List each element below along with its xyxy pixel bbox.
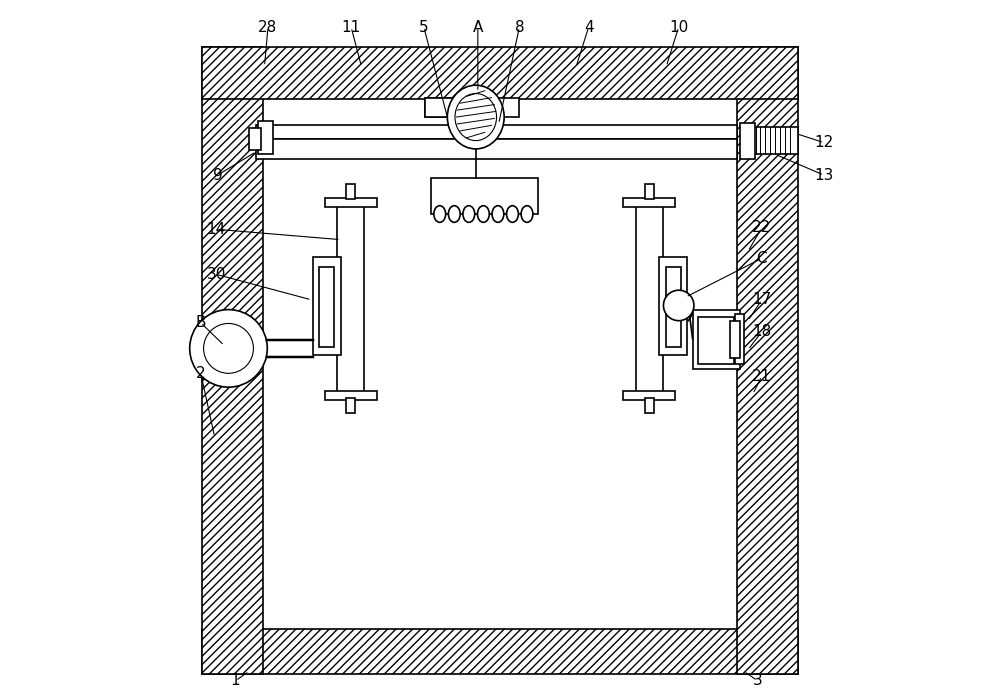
- Bar: [249, 128, 261, 151]
- Text: A: A: [473, 19, 483, 35]
- Text: 12: 12: [815, 135, 834, 150]
- Text: 28: 28: [258, 19, 278, 35]
- Ellipse shape: [477, 205, 489, 222]
- Bar: [256, 126, 737, 139]
- Ellipse shape: [447, 85, 504, 149]
- Bar: [425, 98, 519, 117]
- Text: 5: 5: [419, 19, 429, 35]
- Text: 2: 2: [196, 366, 206, 381]
- Ellipse shape: [448, 205, 460, 222]
- Circle shape: [663, 290, 694, 321]
- Text: 9: 9: [213, 168, 222, 183]
- Text: 22: 22: [752, 221, 771, 235]
- Bar: [752, 127, 798, 155]
- Text: 1: 1: [231, 673, 240, 688]
- Ellipse shape: [492, 205, 504, 222]
- Bar: [730, 321, 740, 358]
- Bar: [698, 316, 734, 364]
- Bar: [623, 391, 675, 400]
- Bar: [346, 183, 355, 198]
- Bar: [735, 314, 744, 364]
- Text: 30: 30: [206, 266, 226, 282]
- Text: 4: 4: [584, 19, 593, 35]
- Bar: [645, 398, 654, 414]
- Bar: [666, 266, 681, 347]
- Bar: [431, 178, 538, 214]
- Circle shape: [190, 310, 267, 387]
- Bar: [659, 257, 687, 355]
- Bar: [325, 198, 377, 207]
- Text: 13: 13: [814, 168, 834, 183]
- Bar: [645, 183, 654, 198]
- Text: 17: 17: [752, 292, 771, 307]
- Text: 21: 21: [752, 369, 771, 384]
- Bar: [346, 398, 355, 414]
- Text: 14: 14: [206, 222, 226, 237]
- Bar: [202, 332, 235, 363]
- Bar: [202, 629, 798, 674]
- Bar: [737, 47, 798, 674]
- Text: 10: 10: [669, 19, 688, 35]
- Bar: [425, 98, 472, 117]
- Text: 8: 8: [515, 19, 524, 35]
- Text: 18: 18: [752, 324, 771, 339]
- Text: 11: 11: [341, 19, 361, 35]
- Bar: [623, 198, 675, 207]
- Bar: [693, 310, 740, 369]
- Text: C: C: [756, 251, 767, 266]
- Text: B: B: [196, 315, 206, 330]
- Bar: [337, 201, 364, 392]
- Bar: [636, 201, 663, 392]
- Bar: [202, 47, 263, 674]
- Ellipse shape: [434, 205, 446, 222]
- Ellipse shape: [463, 205, 475, 222]
- Bar: [319, 266, 334, 347]
- Bar: [202, 47, 798, 99]
- Circle shape: [204, 323, 253, 373]
- Bar: [258, 121, 273, 155]
- Ellipse shape: [507, 205, 518, 222]
- Bar: [313, 257, 341, 355]
- Ellipse shape: [521, 205, 533, 222]
- Bar: [325, 391, 377, 400]
- Text: 3: 3: [753, 673, 763, 688]
- Bar: [740, 123, 755, 159]
- Bar: [256, 139, 737, 159]
